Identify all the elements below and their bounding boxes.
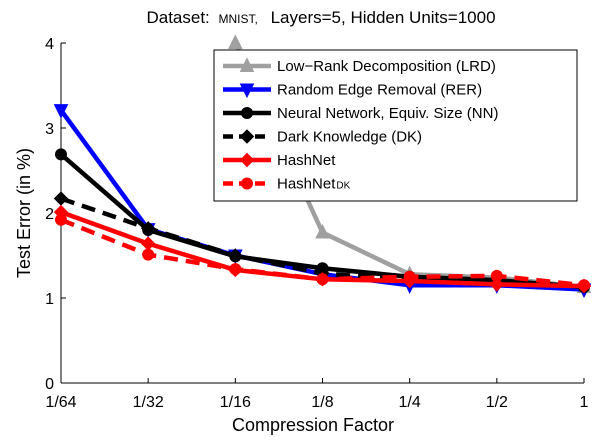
x-tick-label: 1/32 xyxy=(133,394,164,411)
x-tick-label: 1/2 xyxy=(486,394,508,411)
data-point xyxy=(489,277,505,292)
y-tick-label: 0 xyxy=(45,376,54,393)
x-tick-label: 1/8 xyxy=(311,394,333,411)
y-tick-label: 3 xyxy=(45,121,54,138)
y-tick-label: 2 xyxy=(45,206,54,223)
y-axis-label: Test Error (in %) xyxy=(14,148,34,278)
legend-item: Neural Network, Equiv. Size (NN) xyxy=(223,105,498,122)
data-point xyxy=(490,269,503,282)
legend-swatch-marker xyxy=(241,107,253,119)
legend-item: HashNet xyxy=(223,152,336,169)
data-point xyxy=(140,236,156,251)
legend-label: HashNet xyxy=(277,152,336,169)
legend-label: Dark Knowledge (DK) xyxy=(277,129,422,146)
data-point xyxy=(53,191,69,206)
data-point xyxy=(228,34,243,49)
data-point xyxy=(53,104,69,119)
series-5 xyxy=(55,213,590,292)
legend-swatch-marker xyxy=(239,57,255,72)
legend: Low−Rank Decomposition (LRD) Random Edge … xyxy=(213,49,578,202)
y-tick-label: 4 xyxy=(45,36,54,53)
data-point xyxy=(315,223,330,239)
data-point xyxy=(403,270,416,283)
x-tick-label: 1/16 xyxy=(220,394,251,411)
x-tick-label: 1/4 xyxy=(399,394,421,411)
x-axis-label: Compression Factor xyxy=(232,415,394,435)
legend-swatch-marker xyxy=(239,129,255,144)
chart-title: Dataset: MNIST, Layers=5, Hidden Units=1… xyxy=(146,8,495,27)
legend-item: HashNetDK xyxy=(223,176,351,193)
data-point xyxy=(55,148,67,161)
legend-swatch-marker xyxy=(239,152,255,168)
data-point xyxy=(578,279,590,292)
data-point xyxy=(316,273,329,286)
legend-swatch-marker xyxy=(241,177,253,190)
data-point xyxy=(142,248,155,261)
data-point xyxy=(140,221,156,236)
legend-label: Random Edge Removal (RER) xyxy=(277,82,482,99)
data-point xyxy=(55,213,67,226)
title-suffix: Layers=5, Hidden Units=1000 xyxy=(271,8,496,27)
legend-box xyxy=(213,49,578,202)
legend-item: Random Edge Removal (RER) xyxy=(223,82,482,99)
title-dataset: MNIST, xyxy=(219,12,258,26)
data-point xyxy=(228,248,243,263)
x-tick-label: 1/64 xyxy=(45,394,76,411)
legend-label: Low−Rank Decomposition (LRD) xyxy=(277,58,496,75)
x-tick-label: 1 xyxy=(580,394,589,411)
legend-item: Dark Knowledge (DK) xyxy=(223,129,422,146)
legend-swatch-marker xyxy=(239,83,255,99)
legend-label: HashNetDK xyxy=(277,176,351,193)
legend-item: Low−Rank Decomposition (LRD) xyxy=(223,57,496,75)
title-prefix: Dataset: xyxy=(146,8,209,27)
legend-label: Neural Network, Equiv. Size (NN) xyxy=(277,105,498,122)
plot-area: 0 1 2 3 4 1/64 1/32 1/16 1/8 1/4 1/2 1 Low−Rank Deco… xyxy=(45,34,592,411)
y-tick-label: 1 xyxy=(45,291,54,308)
data-point xyxy=(229,263,242,276)
